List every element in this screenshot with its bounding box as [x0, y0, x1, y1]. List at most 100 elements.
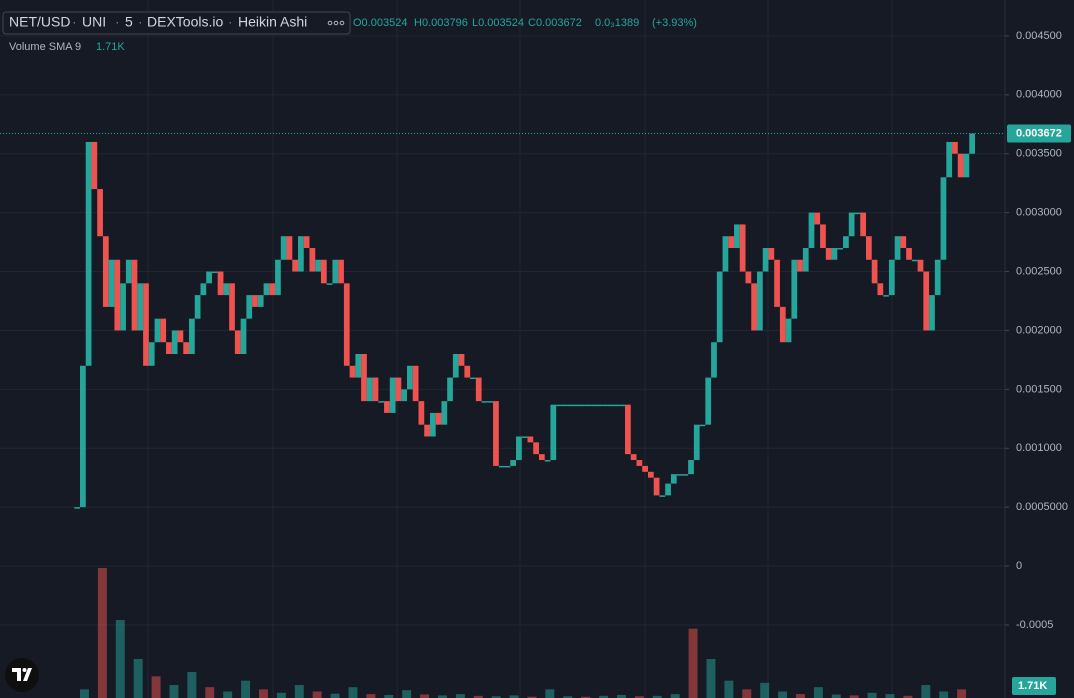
- candle: [946, 141, 953, 178]
- exchange: UNI: [82, 14, 106, 30]
- volume-bar: [420, 694, 430, 698]
- y-tick-label: 0.004500: [1016, 30, 1062, 42]
- volume-bar: [670, 694, 680, 698]
- candle: [957, 153, 964, 178]
- candle: [527, 436, 534, 443]
- candle: [424, 424, 430, 437]
- volume-bar: [187, 672, 197, 698]
- candle: [556, 404, 562, 407]
- volume-bar: [438, 695, 447, 698]
- candle: [447, 377, 453, 402]
- candle: [865, 236, 872, 260]
- candle: [481, 401, 488, 403]
- ohlc-change: 0.0₃1389: [595, 17, 639, 29]
- volume-bar: [634, 696, 644, 698]
- sep: ·: [115, 14, 120, 30]
- candle: [143, 283, 149, 366]
- candle: [728, 236, 735, 248]
- grid: [0, 0, 1005, 698]
- candle: [716, 271, 723, 343]
- candle: [762, 247, 769, 272]
- candle: [80, 365, 86, 508]
- volume-bar: [563, 696, 573, 698]
- candle: [378, 401, 385, 403]
- candle: [303, 236, 310, 248]
- candle: [366, 377, 373, 402]
- candle: [125, 259, 132, 284]
- volume-bar: [813, 687, 823, 698]
- volume-bar: [957, 689, 967, 698]
- candle: [343, 283, 350, 366]
- logo[interactable]: [5, 658, 39, 692]
- candle: [275, 259, 281, 296]
- candle: [206, 271, 212, 284]
- candle: [338, 259, 344, 284]
- volume-bar: [491, 696, 501, 698]
- candle: [418, 401, 425, 425]
- y-tick-label: -0.0005: [1016, 619, 1053, 631]
- y-tick-label: 0.003000: [1016, 207, 1062, 219]
- candle: [699, 424, 706, 427]
- y-tick-label: 0.003500: [1016, 148, 1062, 160]
- candle: [521, 436, 528, 438]
- candle: [722, 236, 729, 272]
- y-tick-label: 0.0005000: [1016, 501, 1068, 513]
- volume-bar: [169, 685, 179, 698]
- candle: [211, 271, 218, 274]
- volume-bar: [885, 694, 895, 698]
- candle: [923, 271, 930, 331]
- candle: [361, 354, 367, 402]
- ohlc-low: L0.003524: [472, 17, 524, 29]
- candle: [349, 365, 356, 378]
- volume-bar: [778, 691, 788, 698]
- candle: [888, 259, 895, 296]
- candle: [573, 404, 580, 407]
- candle: [171, 330, 178, 355]
- source: DEXTools.io: [147, 14, 223, 30]
- candle: [131, 259, 138, 331]
- candle: [906, 247, 912, 260]
- volume-bar: [706, 659, 716, 698]
- y-tick-label: 0.001500: [1016, 383, 1062, 395]
- volume-bar: [688, 628, 698, 698]
- candle: [561, 404, 568, 407]
- candle: [429, 412, 436, 437]
- candle: [911, 259, 918, 262]
- candle: [452, 354, 459, 378]
- candle: [820, 224, 826, 248]
- price-pane: [0, 132, 1005, 509]
- volume-bar: [831, 694, 841, 698]
- candle: [682, 474, 689, 476]
- candle: [470, 377, 476, 380]
- candle: [286, 236, 293, 260]
- candle: [401, 389, 408, 402]
- candle: [246, 295, 253, 319]
- candle: [487, 401, 494, 403]
- price-axis: 0.004500 0.004000 0.003500 0.003000 0.002500…: [1005, 30, 1071, 695]
- volume-bar: [545, 689, 555, 698]
- candle: [252, 295, 258, 307]
- candle: [315, 259, 321, 272]
- volume-tag: [1012, 677, 1056, 695]
- candle: [223, 283, 230, 296]
- more-button[interactable]: [327, 20, 345, 26]
- volume-bar: [330, 693, 340, 698]
- volume-bar: [366, 694, 376, 698]
- candle: [584, 404, 591, 407]
- symbol-box[interactable]: [2, 11, 351, 35]
- volume-bar: [760, 682, 770, 698]
- candle: [688, 460, 694, 475]
- candle: [120, 283, 126, 331]
- candle: [636, 460, 643, 466]
- candle: [200, 283, 207, 296]
- candle: [883, 295, 889, 297]
- sep: ·: [228, 14, 233, 30]
- volume-bar: [921, 685, 931, 698]
- volume-bar: [241, 680, 251, 698]
- candle: [659, 495, 666, 497]
- candle: [917, 259, 924, 272]
- candle: [384, 401, 390, 413]
- candle: [533, 442, 539, 455]
